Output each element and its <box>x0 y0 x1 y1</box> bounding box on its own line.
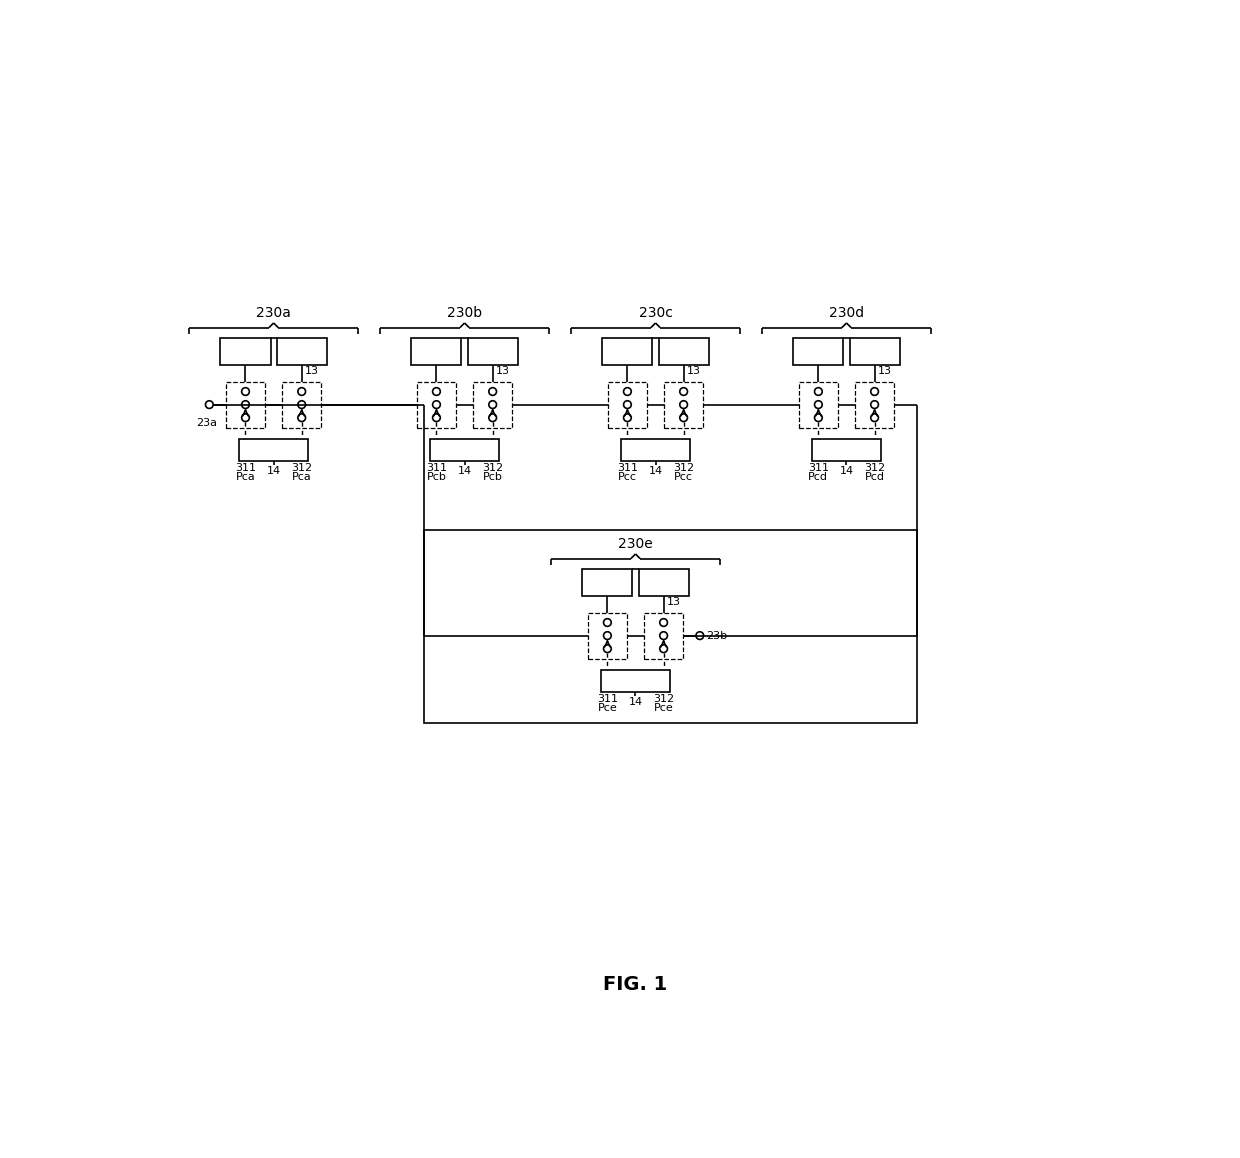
Bar <box>658 338 708 365</box>
Text: 23a: 23a <box>196 418 217 428</box>
Circle shape <box>870 413 878 422</box>
Text: Pca: Pca <box>291 471 311 482</box>
Bar <box>430 439 500 461</box>
Text: 13: 13 <box>878 366 892 375</box>
Circle shape <box>870 401 878 409</box>
Circle shape <box>660 618 667 626</box>
Bar <box>283 381 321 427</box>
Circle shape <box>298 401 305 409</box>
Text: 311: 311 <box>236 463 255 474</box>
Text: 311: 311 <box>808 463 828 474</box>
Bar <box>856 381 894 427</box>
Bar <box>412 338 461 365</box>
Bar <box>608 381 647 427</box>
Circle shape <box>242 401 249 409</box>
Circle shape <box>604 632 611 639</box>
Circle shape <box>624 401 631 409</box>
Text: 14: 14 <box>629 697 642 708</box>
Text: 230d: 230d <box>828 306 864 320</box>
Circle shape <box>680 388 687 395</box>
Text: Pce: Pce <box>598 703 618 712</box>
Circle shape <box>433 401 440 409</box>
Bar <box>601 670 670 691</box>
Text: Pcb: Pcb <box>427 471 446 482</box>
Circle shape <box>624 413 631 422</box>
Bar <box>583 569 632 595</box>
Circle shape <box>604 645 611 653</box>
Text: FIG. 1: FIG. 1 <box>604 975 667 994</box>
Text: 13: 13 <box>667 596 681 607</box>
Text: 312: 312 <box>291 463 312 474</box>
Circle shape <box>660 645 667 653</box>
Text: 312: 312 <box>482 463 503 474</box>
Text: Pcd: Pcd <box>864 471 884 482</box>
Bar <box>621 439 691 461</box>
Bar <box>665 381 703 427</box>
Circle shape <box>815 413 822 422</box>
Bar <box>474 381 512 427</box>
Circle shape <box>242 388 249 395</box>
Text: 230c: 230c <box>639 306 672 320</box>
Circle shape <box>604 618 611 626</box>
Text: 13: 13 <box>496 366 510 375</box>
Text: 230a: 230a <box>257 306 291 320</box>
Text: 230b: 230b <box>446 306 482 320</box>
Text: 14: 14 <box>839 467 853 476</box>
Text: 230e: 230e <box>618 537 653 551</box>
Bar <box>424 530 916 723</box>
Circle shape <box>489 388 496 395</box>
Text: Pcc: Pcc <box>675 471 693 482</box>
Bar <box>221 338 270 365</box>
Text: Pcb: Pcb <box>482 471 502 482</box>
Bar <box>645 613 683 659</box>
Bar <box>794 338 843 365</box>
Bar <box>277 338 326 365</box>
Text: Pcd: Pcd <box>808 471 828 482</box>
Text: Pcc: Pcc <box>618 471 637 482</box>
Circle shape <box>433 388 440 395</box>
Bar <box>467 338 517 365</box>
Text: 311: 311 <box>618 463 637 474</box>
Circle shape <box>680 413 687 422</box>
Circle shape <box>206 401 213 409</box>
Text: Pca: Pca <box>236 471 255 482</box>
Text: 312: 312 <box>673 463 694 474</box>
Text: 13: 13 <box>687 366 701 375</box>
Text: 13: 13 <box>305 366 319 375</box>
Text: 312: 312 <box>864 463 885 474</box>
Bar <box>226 381 265 427</box>
Bar <box>417 381 456 427</box>
Circle shape <box>242 413 249 422</box>
Bar <box>812 439 882 461</box>
Circle shape <box>660 632 667 639</box>
Text: 311: 311 <box>427 463 446 474</box>
Text: 23b: 23b <box>706 631 727 640</box>
Circle shape <box>680 401 687 409</box>
Circle shape <box>489 401 496 409</box>
Text: 312: 312 <box>653 694 675 704</box>
Text: Pce: Pce <box>653 703 673 712</box>
Bar <box>849 338 899 365</box>
Text: 14: 14 <box>649 467 662 476</box>
Text: 14: 14 <box>267 467 280 476</box>
Circle shape <box>298 413 305 422</box>
Bar <box>639 569 688 595</box>
Bar <box>588 613 626 659</box>
Circle shape <box>696 632 703 639</box>
Bar <box>239 439 309 461</box>
Circle shape <box>815 401 822 409</box>
Circle shape <box>489 413 496 422</box>
Circle shape <box>433 413 440 422</box>
Bar <box>603 338 652 365</box>
Text: 14: 14 <box>458 467 471 476</box>
Circle shape <box>870 388 878 395</box>
Text: 311: 311 <box>596 694 618 704</box>
Circle shape <box>624 388 631 395</box>
Circle shape <box>298 388 305 395</box>
Circle shape <box>815 388 822 395</box>
Bar <box>799 381 838 427</box>
